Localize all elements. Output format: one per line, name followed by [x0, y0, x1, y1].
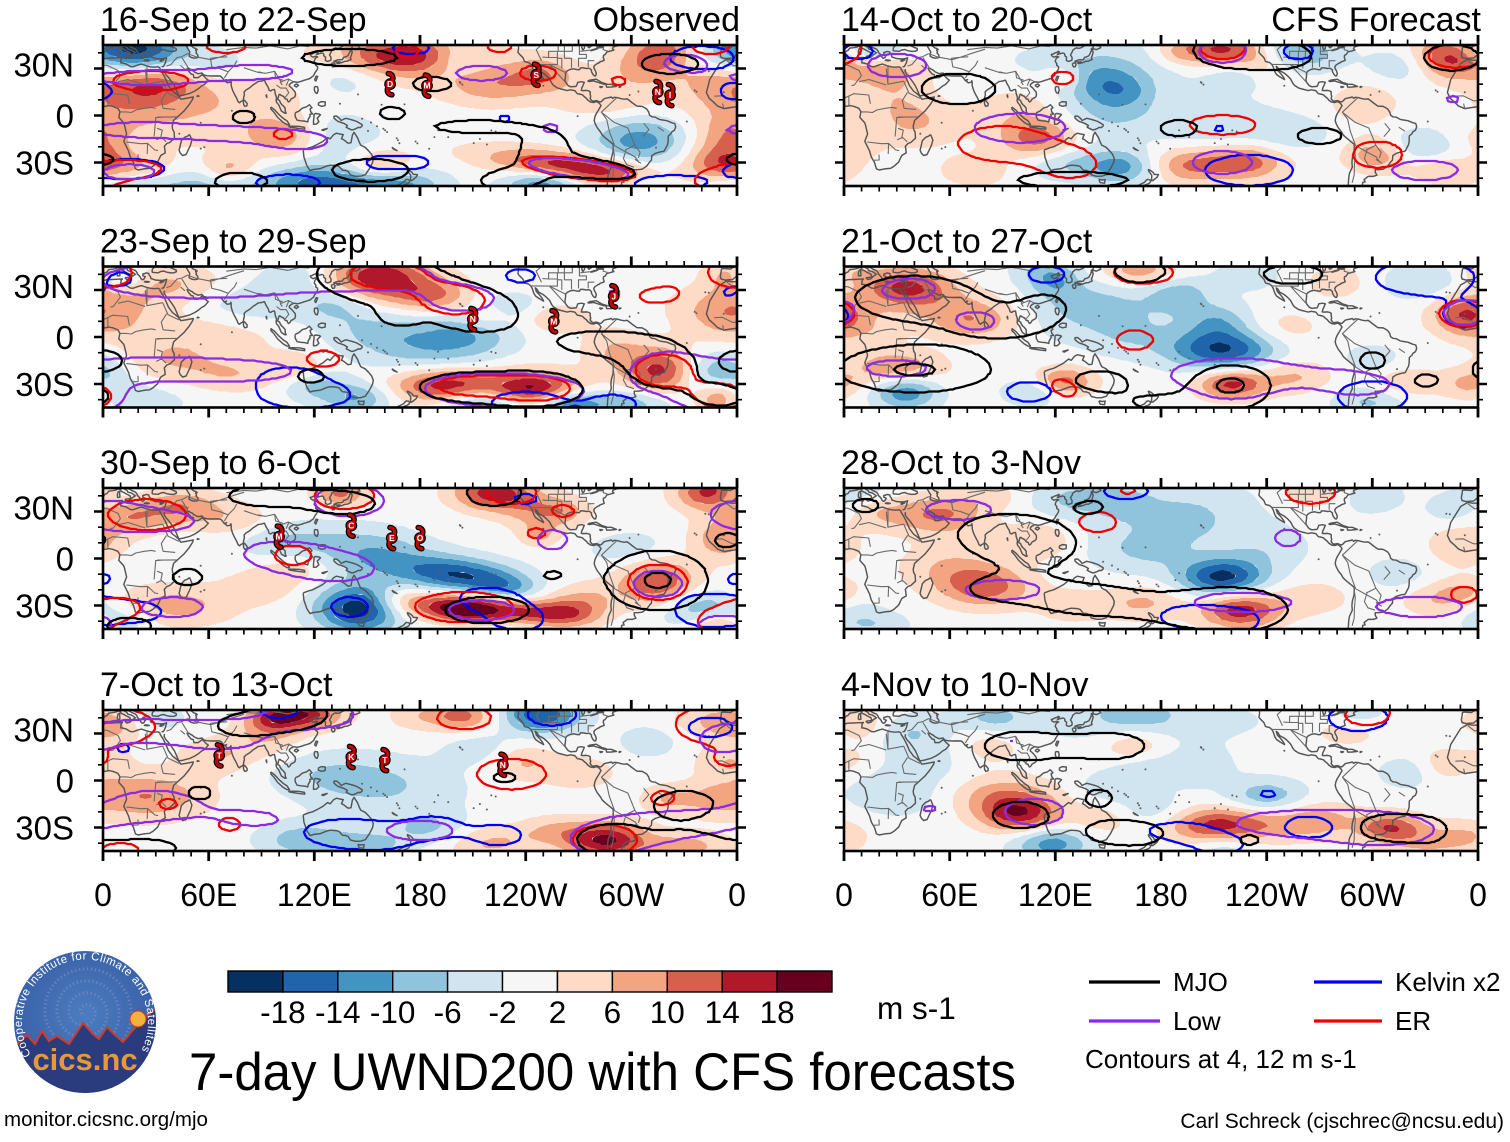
svg-text:30S: 30S	[15, 145, 74, 182]
svg-text:J: J	[611, 291, 616, 301]
svg-text:60W: 60W	[598, 877, 665, 913]
svg-text:120W: 120W	[484, 877, 568, 913]
svg-text:D: D	[387, 79, 393, 89]
svg-text:C: C	[348, 521, 354, 531]
svg-text:30S: 30S	[15, 810, 74, 847]
svg-text:Carl Schreck (cjschrec@ncsu.ed: Carl Schreck (cjschrec@ncsu.edu)	[1180, 1110, 1504, 1133]
svg-text:S: S	[533, 70, 539, 80]
svg-text:14: 14	[705, 994, 740, 1030]
svg-text:Kelvin x2: Kelvin x2	[1395, 967, 1501, 997]
svg-text:10: 10	[650, 994, 685, 1030]
svg-text:-2: -2	[488, 994, 516, 1030]
svg-text:-6: -6	[434, 994, 462, 1030]
svg-text:K: K	[348, 752, 355, 762]
svg-text:m s-1: m s-1	[877, 990, 956, 1026]
svg-text:30N: 30N	[13, 47, 74, 84]
svg-text:30N: 30N	[13, 490, 74, 527]
svg-text:14-Oct to 20-Oct: 14-Oct to 20-Oct	[841, 1, 1093, 39]
svg-text:6: 6	[604, 994, 622, 1030]
svg-text:MJO: MJO	[1173, 967, 1228, 997]
svg-text:4-Nov to 10-Nov: 4-Nov to 10-Nov	[841, 666, 1089, 704]
svg-text:7-Oct to 13-Oct: 7-Oct to 13-Oct	[100, 666, 333, 704]
svg-text:0: 0	[1469, 877, 1487, 913]
svg-text:M: M	[550, 316, 557, 326]
svg-text:Observed: Observed	[593, 1, 740, 39]
svg-text:120E: 120E	[277, 877, 352, 913]
svg-text:60E: 60E	[180, 877, 237, 913]
svg-text:60W: 60W	[1339, 877, 1406, 913]
svg-text:23-Sep to 29-Sep: 23-Sep to 29-Sep	[100, 223, 367, 261]
svg-text:28-Oct to 3-Nov: 28-Oct to 3-Nov	[841, 444, 1081, 482]
svg-text:120W: 120W	[1225, 877, 1309, 913]
svg-text:I: I	[669, 90, 671, 100]
svg-text:T: T	[217, 750, 223, 760]
svg-text:30N: 30N	[13, 712, 74, 749]
svg-text:N: N	[655, 87, 661, 97]
svg-text:30-Sep to 6-Oct: 30-Sep to 6-Oct	[100, 444, 341, 482]
svg-text:N: N	[500, 760, 506, 770]
svg-text:Low: Low	[1173, 1006, 1221, 1036]
svg-text:180: 180	[393, 877, 446, 913]
svg-text:E: E	[389, 533, 395, 543]
svg-text:0: 0	[56, 763, 74, 800]
svg-text:T: T	[382, 755, 388, 765]
svg-text:Contours at 4, 12 m s-1: Contours at 4, 12 m s-1	[1085, 1044, 1357, 1074]
svg-text:21-Oct to 27-Oct: 21-Oct to 27-Oct	[841, 223, 1093, 261]
svg-text:120E: 120E	[1018, 877, 1093, 913]
svg-text:60E: 60E	[921, 877, 978, 913]
svg-text:18: 18	[760, 994, 795, 1030]
svg-text:CFS Forecast: CFS Forecast	[1271, 1, 1481, 39]
svg-text:cics.nc: cics.nc	[32, 1042, 137, 1077]
svg-text:0: 0	[56, 98, 74, 135]
svg-text:-10: -10	[370, 994, 416, 1030]
svg-text:2: 2	[549, 994, 567, 1030]
svg-text:M: M	[423, 81, 430, 91]
svg-text:-14: -14	[315, 994, 361, 1030]
svg-text:0: 0	[56, 319, 74, 356]
svg-text:0: 0	[835, 877, 853, 913]
svg-text:16-Sep to 22-Sep: 16-Sep to 22-Sep	[100, 1, 367, 39]
svg-text:0: 0	[94, 877, 112, 913]
svg-text:0: 0	[56, 541, 74, 578]
svg-text:N: N	[470, 314, 476, 324]
svg-text:30N: 30N	[13, 268, 74, 305]
svg-text:7-day UWND200 with CFS forecas: 7-day UWND200 with CFS forecasts	[189, 1043, 1016, 1102]
svg-text:0: 0	[728, 877, 746, 913]
svg-text:30S: 30S	[15, 588, 74, 625]
svg-text:O: O	[417, 533, 424, 543]
svg-text:M: M	[276, 532, 283, 542]
svg-text:30S: 30S	[15, 366, 74, 403]
svg-text:180: 180	[1134, 877, 1187, 913]
svg-text:ER: ER	[1395, 1006, 1431, 1036]
svg-text:-18: -18	[260, 994, 306, 1030]
svg-text:monitor.cicsnc.org/mjo: monitor.cicsnc.org/mjo	[4, 1108, 208, 1131]
